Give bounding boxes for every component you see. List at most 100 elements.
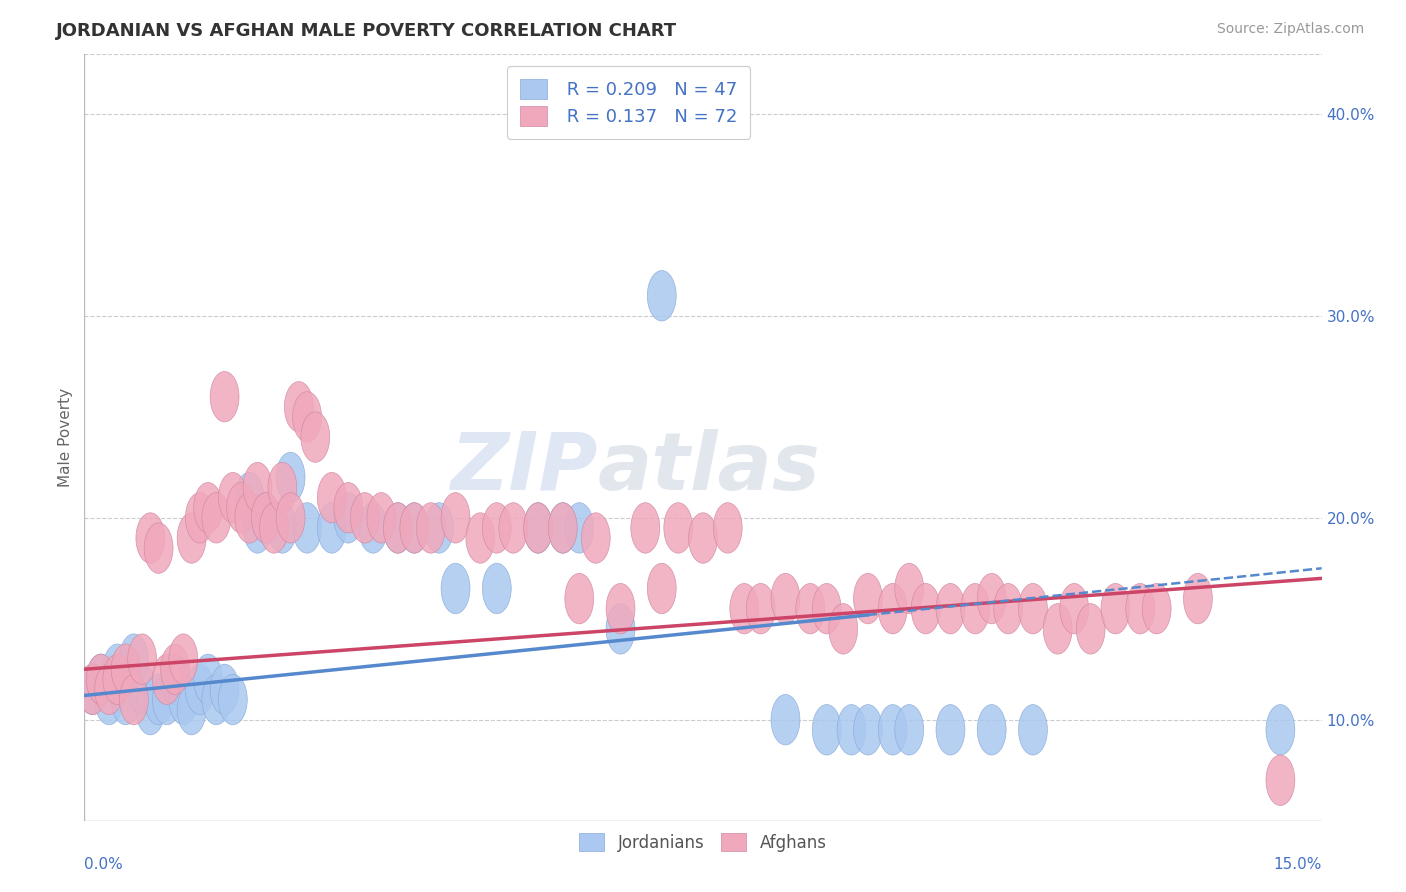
- Ellipse shape: [879, 583, 907, 634]
- Ellipse shape: [565, 574, 593, 624]
- Ellipse shape: [218, 473, 247, 523]
- Ellipse shape: [664, 503, 693, 553]
- Ellipse shape: [186, 665, 214, 714]
- Ellipse shape: [194, 654, 222, 705]
- Legend: Jordanians, Afghans: Jordanians, Afghans: [572, 826, 834, 858]
- Ellipse shape: [425, 503, 454, 553]
- Ellipse shape: [218, 674, 247, 724]
- Ellipse shape: [1043, 604, 1073, 654]
- Ellipse shape: [399, 503, 429, 553]
- Ellipse shape: [713, 503, 742, 553]
- Ellipse shape: [689, 513, 717, 563]
- Ellipse shape: [145, 523, 173, 574]
- Ellipse shape: [292, 392, 322, 442]
- Ellipse shape: [235, 473, 264, 523]
- Ellipse shape: [333, 492, 363, 543]
- Ellipse shape: [384, 503, 412, 553]
- Ellipse shape: [796, 583, 825, 634]
- Ellipse shape: [1184, 574, 1212, 624]
- Ellipse shape: [523, 503, 553, 553]
- Ellipse shape: [86, 654, 115, 705]
- Ellipse shape: [243, 462, 271, 513]
- Ellipse shape: [79, 665, 107, 714]
- Ellipse shape: [160, 644, 190, 695]
- Text: 0.0%: 0.0%: [84, 857, 124, 872]
- Ellipse shape: [235, 492, 264, 543]
- Ellipse shape: [894, 563, 924, 614]
- Ellipse shape: [152, 674, 181, 724]
- Ellipse shape: [186, 492, 214, 543]
- Ellipse shape: [1018, 705, 1047, 755]
- Ellipse shape: [441, 563, 470, 614]
- Ellipse shape: [177, 513, 207, 563]
- Ellipse shape: [837, 705, 866, 755]
- Ellipse shape: [194, 483, 222, 533]
- Text: atlas: atlas: [598, 429, 821, 507]
- Ellipse shape: [269, 462, 297, 513]
- Ellipse shape: [730, 583, 759, 634]
- Ellipse shape: [936, 705, 965, 755]
- Ellipse shape: [977, 574, 1007, 624]
- Text: ZIP: ZIP: [450, 429, 598, 507]
- Ellipse shape: [1018, 583, 1047, 634]
- Ellipse shape: [252, 492, 280, 543]
- Ellipse shape: [260, 503, 288, 553]
- Ellipse shape: [145, 674, 173, 724]
- Ellipse shape: [1142, 583, 1171, 634]
- Ellipse shape: [994, 583, 1022, 634]
- Ellipse shape: [548, 503, 578, 553]
- Ellipse shape: [79, 665, 107, 714]
- Ellipse shape: [359, 503, 388, 553]
- Ellipse shape: [1101, 583, 1130, 634]
- Ellipse shape: [103, 654, 132, 705]
- Ellipse shape: [333, 483, 363, 533]
- Ellipse shape: [747, 583, 775, 634]
- Ellipse shape: [482, 563, 512, 614]
- Ellipse shape: [252, 492, 280, 543]
- Ellipse shape: [177, 684, 207, 735]
- Ellipse shape: [318, 503, 346, 553]
- Ellipse shape: [94, 674, 124, 724]
- Text: 15.0%: 15.0%: [1274, 857, 1322, 872]
- Ellipse shape: [128, 665, 156, 714]
- Ellipse shape: [86, 654, 115, 705]
- Ellipse shape: [770, 574, 800, 624]
- Ellipse shape: [152, 654, 181, 705]
- Y-axis label: Male Poverty: Male Poverty: [58, 387, 73, 487]
- Ellipse shape: [120, 634, 148, 684]
- Ellipse shape: [416, 503, 446, 553]
- Text: JORDANIAN VS AFGHAN MALE POVERTY CORRELATION CHART: JORDANIAN VS AFGHAN MALE POVERTY CORRELA…: [56, 22, 678, 40]
- Ellipse shape: [384, 503, 412, 553]
- Ellipse shape: [606, 604, 636, 654]
- Ellipse shape: [1126, 583, 1154, 634]
- Ellipse shape: [169, 674, 198, 724]
- Ellipse shape: [120, 674, 148, 724]
- Ellipse shape: [879, 705, 907, 755]
- Ellipse shape: [276, 492, 305, 543]
- Ellipse shape: [301, 412, 330, 462]
- Ellipse shape: [128, 634, 156, 684]
- Ellipse shape: [103, 644, 132, 695]
- Ellipse shape: [209, 665, 239, 714]
- Ellipse shape: [276, 452, 305, 503]
- Ellipse shape: [243, 503, 271, 553]
- Ellipse shape: [647, 563, 676, 614]
- Ellipse shape: [318, 473, 346, 523]
- Ellipse shape: [399, 503, 429, 553]
- Ellipse shape: [202, 674, 231, 724]
- Ellipse shape: [813, 583, 841, 634]
- Ellipse shape: [960, 583, 990, 634]
- Ellipse shape: [292, 503, 322, 553]
- Ellipse shape: [202, 492, 231, 543]
- Ellipse shape: [1076, 604, 1105, 654]
- Ellipse shape: [111, 644, 141, 695]
- Ellipse shape: [1265, 755, 1295, 805]
- Ellipse shape: [136, 684, 165, 735]
- Ellipse shape: [647, 270, 676, 321]
- Ellipse shape: [111, 674, 141, 724]
- Ellipse shape: [441, 492, 470, 543]
- Ellipse shape: [482, 503, 512, 553]
- Ellipse shape: [367, 492, 395, 543]
- Ellipse shape: [936, 583, 965, 634]
- Ellipse shape: [894, 705, 924, 755]
